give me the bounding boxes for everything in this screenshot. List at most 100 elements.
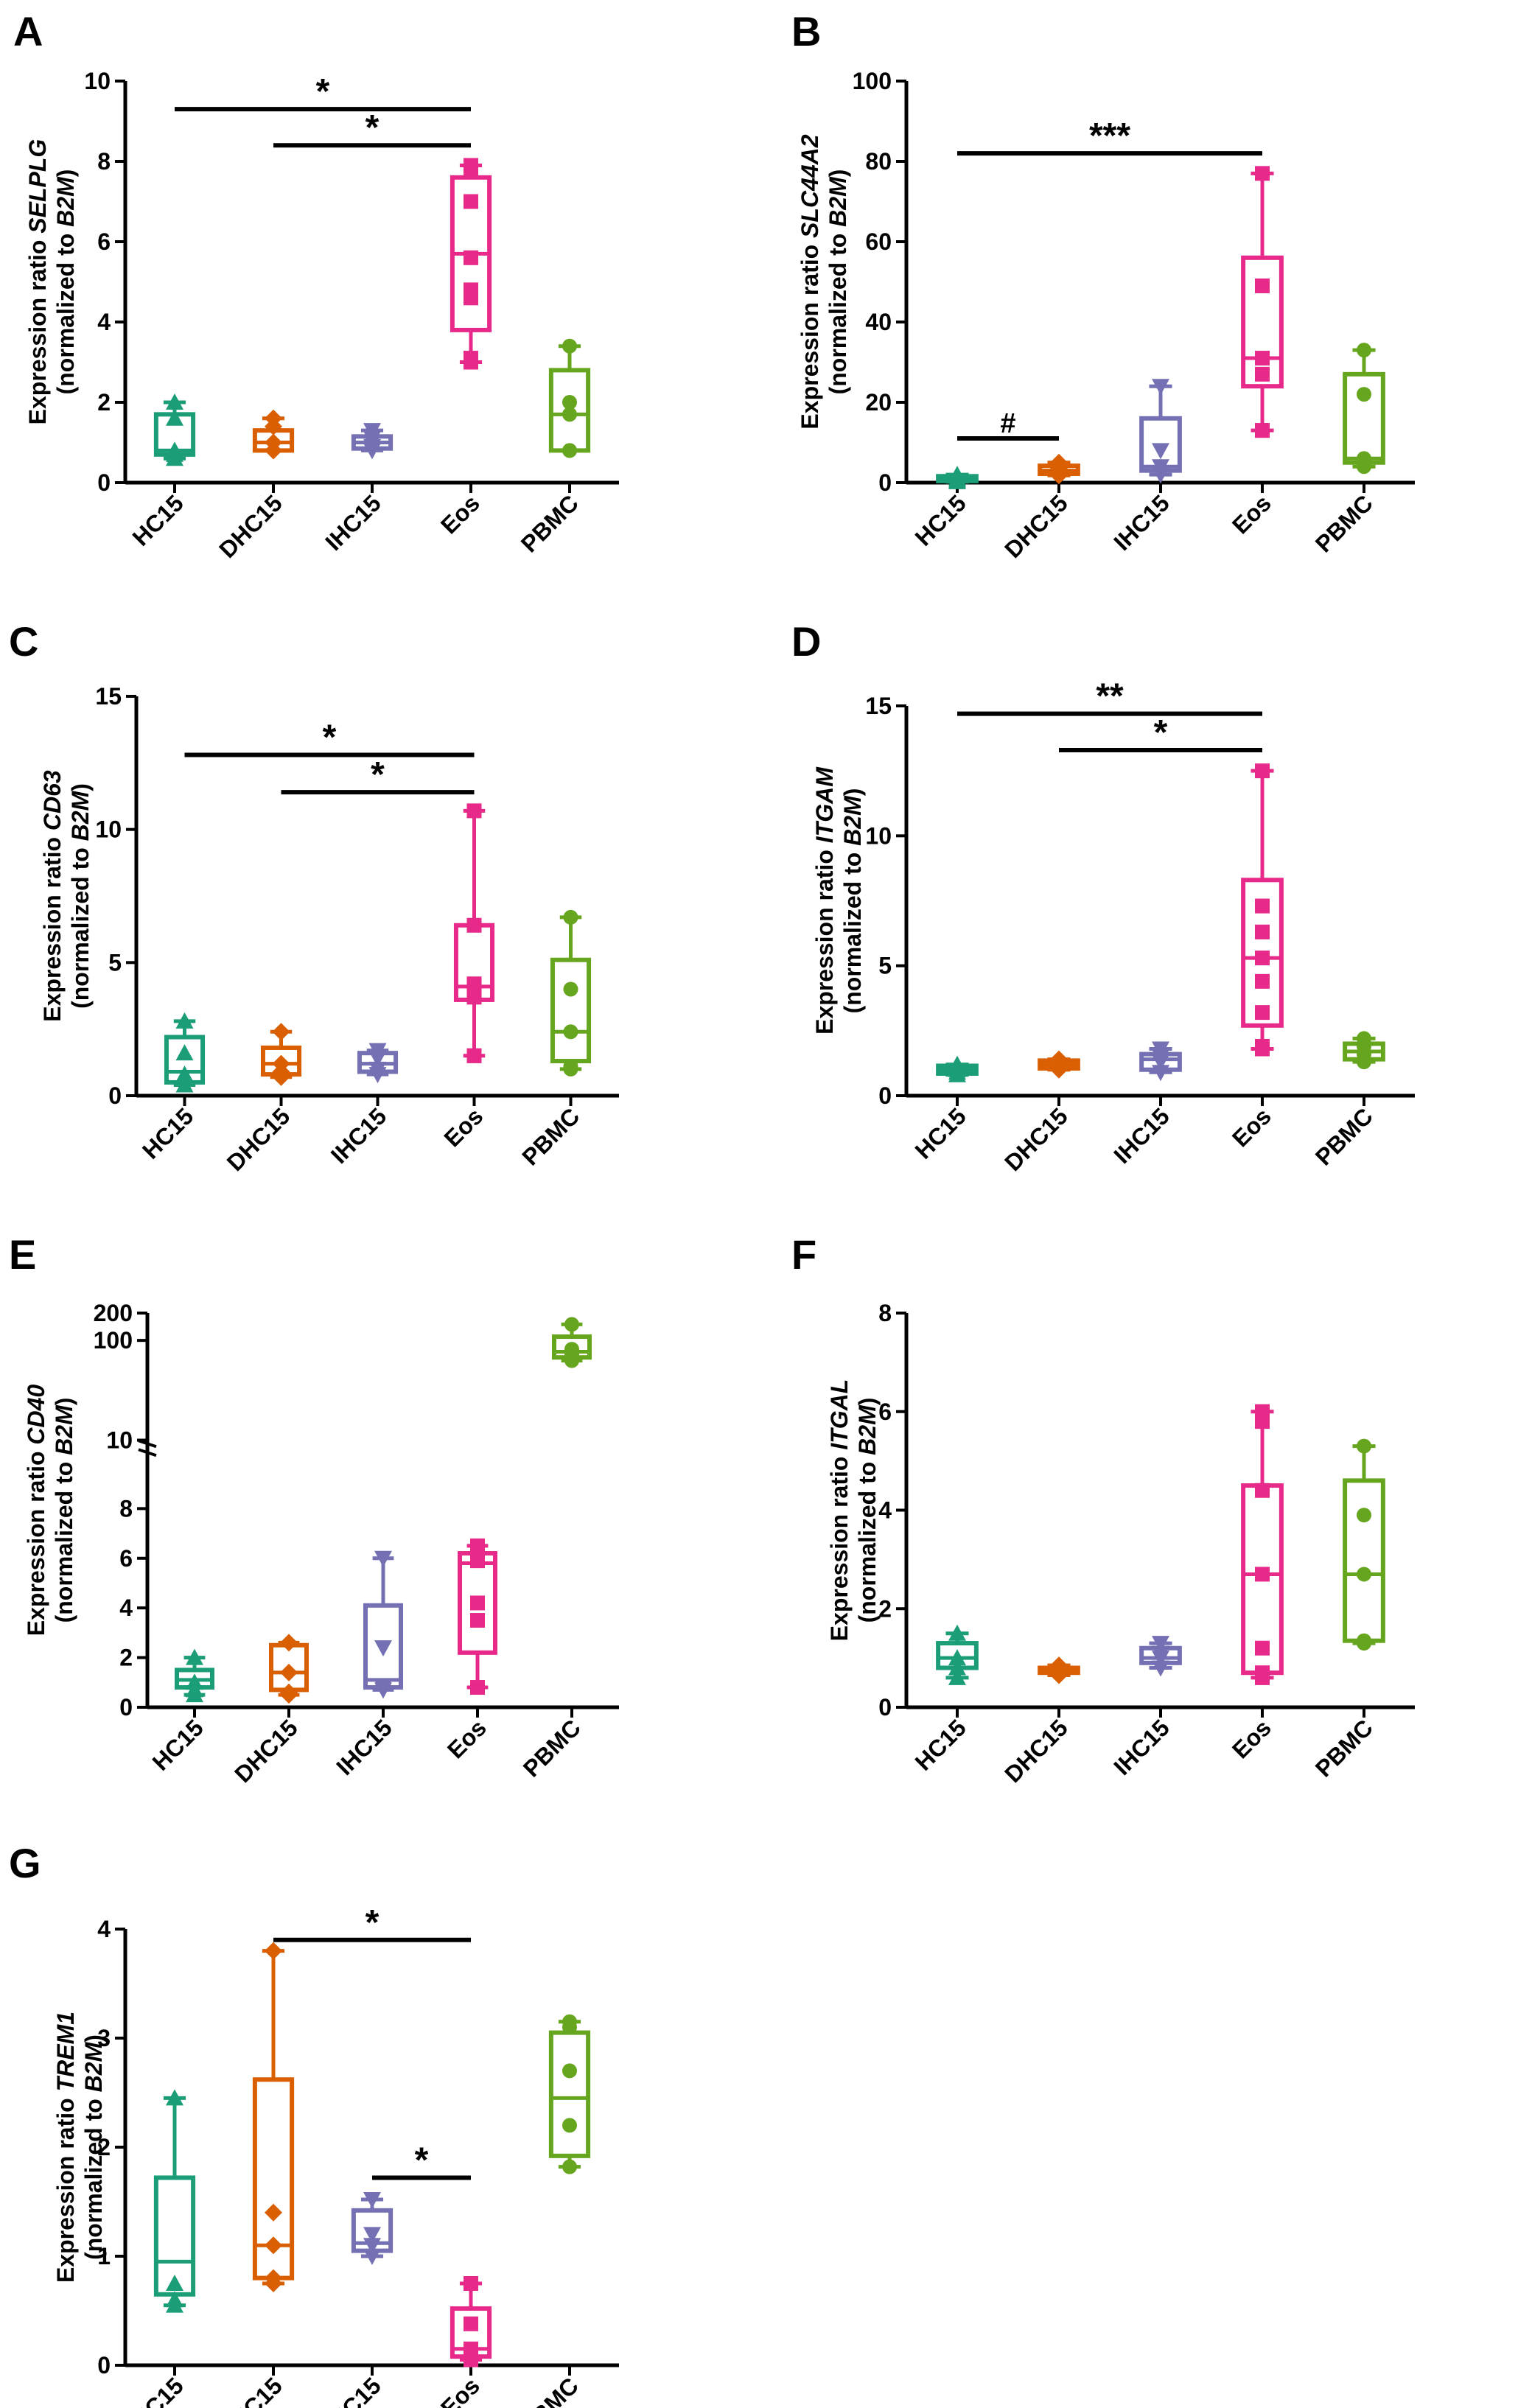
significance-label: * bbox=[323, 718, 337, 757]
x-tick-label: PBMC bbox=[1310, 1714, 1378, 1782]
box-iqr bbox=[1241, 878, 1284, 1028]
data-point bbox=[272, 1063, 290, 1081]
significance-label: ** bbox=[1096, 677, 1124, 716]
x-tick-label: DHC15 bbox=[229, 1714, 303, 1788]
box-iqr bbox=[1241, 255, 1284, 389]
significance-label: *** bbox=[1089, 116, 1130, 155]
data-point bbox=[1255, 763, 1270, 779]
data-point bbox=[363, 2238, 381, 2255]
y-axis-label-gene: SELPLG bbox=[24, 139, 51, 234]
x-tick-label: HC15 bbox=[137, 1102, 198, 1163]
x-tick-label: DHC15 bbox=[214, 2372, 287, 2408]
y-axis-label-2-ref: B2M bbox=[52, 176, 79, 227]
box-eos bbox=[458, 1538, 497, 1695]
y-axis-label-prefix: Expression ratio bbox=[39, 830, 66, 1022]
y-tick-label: 10 bbox=[84, 68, 111, 94]
x-tick-label: HC15 bbox=[127, 2372, 189, 2408]
box-ihc15 bbox=[351, 2192, 394, 2265]
y-axis-label: Expression ratio ITGAM bbox=[811, 766, 838, 1035]
data-point bbox=[1255, 1414, 1270, 1429]
data-point bbox=[1255, 951, 1270, 966]
data-point bbox=[562, 338, 577, 354]
box-pbmc bbox=[548, 338, 591, 458]
x-tick-label: DHC15 bbox=[222, 1102, 295, 1176]
panel-b: B 0 20 40 60 80 100 Expression ratio SLC44A2(no… bbox=[791, 8, 1415, 563]
box-hc15 bbox=[936, 466, 979, 489]
data-point bbox=[1255, 351, 1270, 366]
data-point bbox=[368, 1061, 387, 1078]
data-point bbox=[374, 1640, 392, 1657]
y-tick-label: 6 bbox=[878, 1399, 892, 1425]
box-dhc15 bbox=[1038, 453, 1080, 485]
data-point bbox=[948, 1659, 966, 1676]
data-point bbox=[562, 395, 577, 410]
panel-letter: E bbox=[9, 1231, 36, 1278]
y-tick-label: 0 bbox=[97, 469, 111, 496]
x-tick-label: PBMC bbox=[516, 2372, 584, 2408]
data-point bbox=[1152, 379, 1169, 396]
y-tick-label: 4 bbox=[97, 1916, 111, 1942]
x-tick-label: IHC15 bbox=[320, 2372, 386, 2408]
data-point bbox=[166, 2275, 183, 2291]
significance-label: * bbox=[415, 2141, 429, 2180]
y-tick-label: 0 bbox=[108, 1082, 122, 1109]
data-point bbox=[1357, 1438, 1371, 1454]
x-tick-label: Eos bbox=[436, 2372, 485, 2408]
data-point bbox=[1357, 1046, 1371, 1062]
data-point bbox=[374, 1550, 392, 1567]
x-tick-label: DHC15 bbox=[999, 489, 1073, 563]
data-point bbox=[280, 1663, 298, 1681]
data-point bbox=[1255, 973, 1270, 989]
data-point bbox=[948, 1063, 966, 1080]
y-tick-label: 40 bbox=[865, 309, 892, 335]
box-hc15 bbox=[153, 2089, 196, 2313]
data-point bbox=[166, 2089, 183, 2106]
x-tick-label: IHC15 bbox=[1108, 1714, 1175, 1780]
y-axis-label-2: (normalized to B2M) bbox=[80, 2034, 107, 2260]
data-point bbox=[1050, 463, 1068, 482]
x-tick-label: Eos bbox=[436, 489, 485, 539]
box-eos bbox=[450, 2276, 492, 2367]
y-axis-label-2: (normalized to B2M) bbox=[854, 1398, 881, 1623]
x-tick-label: IHC15 bbox=[1108, 1102, 1175, 1169]
data-point bbox=[1357, 1633, 1371, 1648]
box-eos bbox=[453, 803, 495, 1063]
y-axis-label-2-ref: B2M bbox=[825, 176, 851, 227]
data-point bbox=[1050, 1664, 1068, 1682]
box-ihc15 bbox=[1139, 1636, 1182, 1677]
panel-letter: C bbox=[9, 618, 38, 665]
data-point bbox=[1152, 1636, 1169, 1653]
significance-label: * bbox=[1154, 713, 1168, 752]
data-point bbox=[166, 2291, 183, 2308]
data-point bbox=[1152, 1660, 1169, 1677]
data-point bbox=[272, 1023, 290, 1041]
y-axis-label-2-ref: B2M bbox=[839, 795, 866, 846]
data-point bbox=[562, 407, 577, 422]
box-ihc15 bbox=[351, 423, 394, 460]
data-point bbox=[1255, 924, 1270, 939]
data-point bbox=[1255, 366, 1270, 382]
y-axis-label-2-prefix: (normalized to bbox=[67, 841, 94, 1009]
axis-break-mark bbox=[138, 1448, 157, 1457]
box-pbmc bbox=[1343, 1438, 1385, 1651]
data-point bbox=[175, 1065, 194, 1082]
y-axis-label: Expression ratio TREM1 bbox=[52, 2012, 79, 2283]
y-axis-label-2-suffix: ) bbox=[825, 169, 851, 178]
y-axis-label-prefix: Expression ratio bbox=[797, 238, 823, 430]
y-tick-label: 2 bbox=[119, 1645, 133, 1671]
y-tick-label: 1 bbox=[97, 2243, 111, 2269]
y-axis-label-2-suffix: ) bbox=[51, 1398, 77, 1406]
y-axis-label-2: (normalized to B2M) bbox=[825, 169, 851, 395]
box-hc15 bbox=[936, 1624, 979, 1685]
x-tick-label: DHC15 bbox=[214, 489, 287, 563]
data-point bbox=[363, 2249, 381, 2265]
y-tick-label: 4 bbox=[119, 1595, 133, 1621]
box-pbmc bbox=[1343, 343, 1385, 475]
data-point bbox=[1357, 1567, 1371, 1582]
box-pbmc bbox=[552, 1317, 592, 1368]
data-point bbox=[166, 441, 183, 458]
data-point bbox=[470, 1553, 485, 1569]
data-point bbox=[470, 1595, 485, 1611]
panel-letter: D bbox=[791, 618, 821, 665]
